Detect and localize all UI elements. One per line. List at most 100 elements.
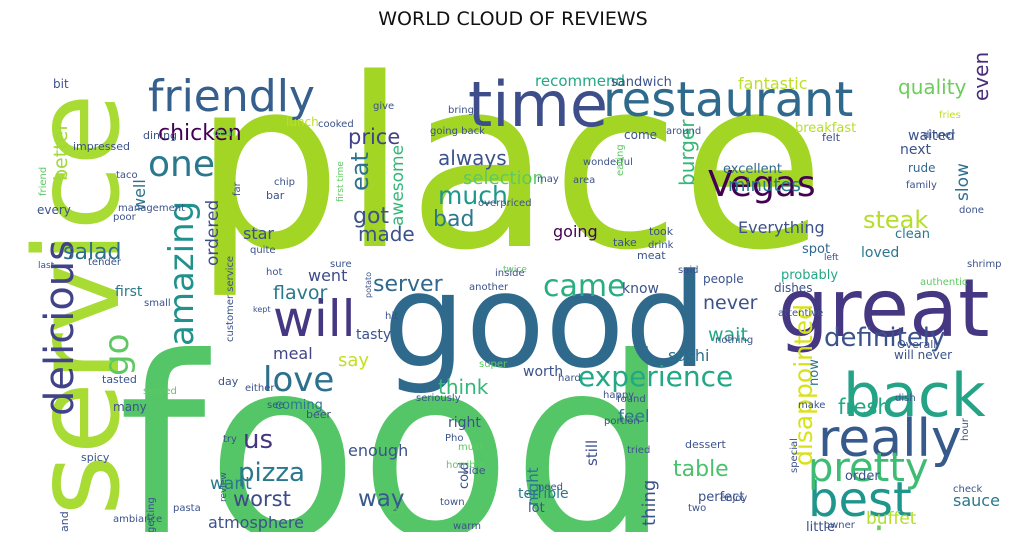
word-time: time bbox=[468, 68, 608, 141]
word-try: try bbox=[223, 434, 237, 445]
word-right: right bbox=[448, 415, 481, 431]
word-need: need bbox=[538, 482, 563, 493]
word-tried: tried bbox=[627, 445, 650, 456]
word-make: make bbox=[798, 400, 825, 411]
word-price: price bbox=[348, 125, 400, 149]
word-authentic: authentic bbox=[920, 277, 967, 288]
word-sushi: sushi bbox=[668, 346, 709, 365]
word-attentive: attentive bbox=[778, 308, 823, 319]
word-one: one bbox=[148, 144, 215, 185]
word-chip: chip bbox=[274, 177, 295, 188]
word-pasta: pasta bbox=[173, 503, 201, 514]
word-pizza: pizza bbox=[238, 458, 305, 488]
word-may: may bbox=[537, 174, 559, 185]
word-fries: fries bbox=[939, 110, 961, 121]
word-must: must bbox=[458, 442, 483, 453]
word-deal: deal bbox=[213, 128, 234, 139]
word-many: many bbox=[113, 400, 147, 414]
word-server: server bbox=[373, 272, 444, 297]
word-wonderful: wonderful bbox=[583, 157, 633, 168]
word-ordered: ordered bbox=[203, 200, 223, 266]
word-best: best bbox=[808, 472, 912, 528]
word-small: small bbox=[144, 298, 171, 309]
word-spicy: spicy bbox=[81, 451, 110, 464]
word-bland: bland bbox=[58, 511, 71, 532]
word-even: even bbox=[969, 52, 993, 101]
word-felt: felt bbox=[822, 131, 841, 144]
word-seriously: seriously bbox=[416, 393, 461, 404]
word-dessert: dessert bbox=[685, 438, 727, 451]
word-say: say bbox=[338, 350, 369, 371]
word-service: service bbox=[18, 93, 146, 516]
word-lot: lot bbox=[528, 501, 545, 516]
word-two: two bbox=[688, 503, 706, 514]
word-fantastic: fantastic bbox=[738, 74, 808, 93]
word-well: well bbox=[130, 179, 149, 211]
word-awesome: awesome bbox=[388, 145, 408, 226]
word-little: little bbox=[806, 520, 835, 532]
word-shrimp: shrimp bbox=[967, 259, 1002, 270]
word-disappointed: disappointed bbox=[789, 304, 818, 466]
word-chicken: chicken bbox=[158, 121, 242, 146]
word-side: side bbox=[463, 464, 486, 477]
word-dinner: dinner bbox=[923, 130, 956, 141]
word-better: better bbox=[50, 123, 72, 181]
word-waited: waited bbox=[908, 128, 955, 144]
word-impressed: impressed bbox=[73, 140, 130, 153]
word-star: star bbox=[243, 224, 274, 243]
word-overall: Overall bbox=[897, 338, 936, 351]
word-friend: friend bbox=[38, 167, 49, 196]
word-night: night bbox=[524, 467, 542, 506]
word-food: food bbox=[118, 304, 671, 532]
word-beer: beer bbox=[306, 408, 332, 421]
word-cold: cold bbox=[457, 462, 472, 489]
word-slow: slow bbox=[953, 163, 973, 201]
word-hard: hard bbox=[558, 373, 581, 384]
word-back: back bbox=[843, 361, 986, 431]
word-twice: twice bbox=[503, 265, 527, 275]
word-wait: wait bbox=[708, 324, 748, 346]
word-terrible: terrible bbox=[518, 486, 569, 502]
word-buffet: buffet bbox=[866, 509, 917, 529]
word-potato: potato bbox=[364, 272, 373, 298]
word-loved: loved bbox=[861, 245, 899, 261]
word-special: special bbox=[789, 438, 800, 473]
word-eat: eat bbox=[346, 152, 374, 191]
word-bit: bit bbox=[53, 77, 69, 91]
word-will: will bbox=[273, 290, 356, 348]
word-salad: salad bbox=[63, 240, 122, 265]
word-around: around bbox=[666, 126, 701, 137]
word-inside: inside bbox=[495, 268, 525, 279]
word-now: now bbox=[807, 359, 822, 386]
word-last: last bbox=[38, 261, 55, 271]
word-enjoy: enjoy bbox=[720, 493, 747, 504]
word-went: went bbox=[308, 266, 347, 285]
word-know: know bbox=[622, 281, 659, 297]
word-kept: kept bbox=[253, 305, 270, 314]
word-take: take bbox=[613, 236, 637, 249]
word-way: way bbox=[358, 486, 405, 512]
word-coming: coming bbox=[275, 398, 323, 413]
word-found: found bbox=[617, 394, 646, 405]
word-bar: bar bbox=[266, 189, 285, 202]
word-happy: happy bbox=[603, 390, 634, 401]
word-atmosphere: atmosphere bbox=[208, 513, 304, 532]
word-hit: hit bbox=[385, 311, 398, 322]
word-selection: selection bbox=[463, 168, 544, 189]
word-hot: hot bbox=[266, 267, 282, 278]
word-will-never: will never bbox=[894, 348, 952, 362]
word-never: never bbox=[703, 292, 758, 314]
word-cooked: cooked bbox=[318, 119, 354, 130]
word-lunch: lunch bbox=[286, 115, 319, 129]
word-day: day bbox=[218, 375, 239, 388]
word-sure: sure bbox=[330, 259, 352, 270]
word-another: another bbox=[469, 282, 509, 293]
word-still: still bbox=[583, 440, 601, 466]
word-super: super bbox=[479, 359, 508, 370]
word-feel: feel bbox=[618, 407, 650, 427]
word-drink: drink bbox=[648, 240, 674, 251]
word-nothing: nothing bbox=[715, 335, 753, 346]
word-love: love bbox=[263, 360, 334, 400]
word-vegas: Vegas bbox=[708, 164, 816, 205]
word-much: much bbox=[438, 181, 508, 210]
